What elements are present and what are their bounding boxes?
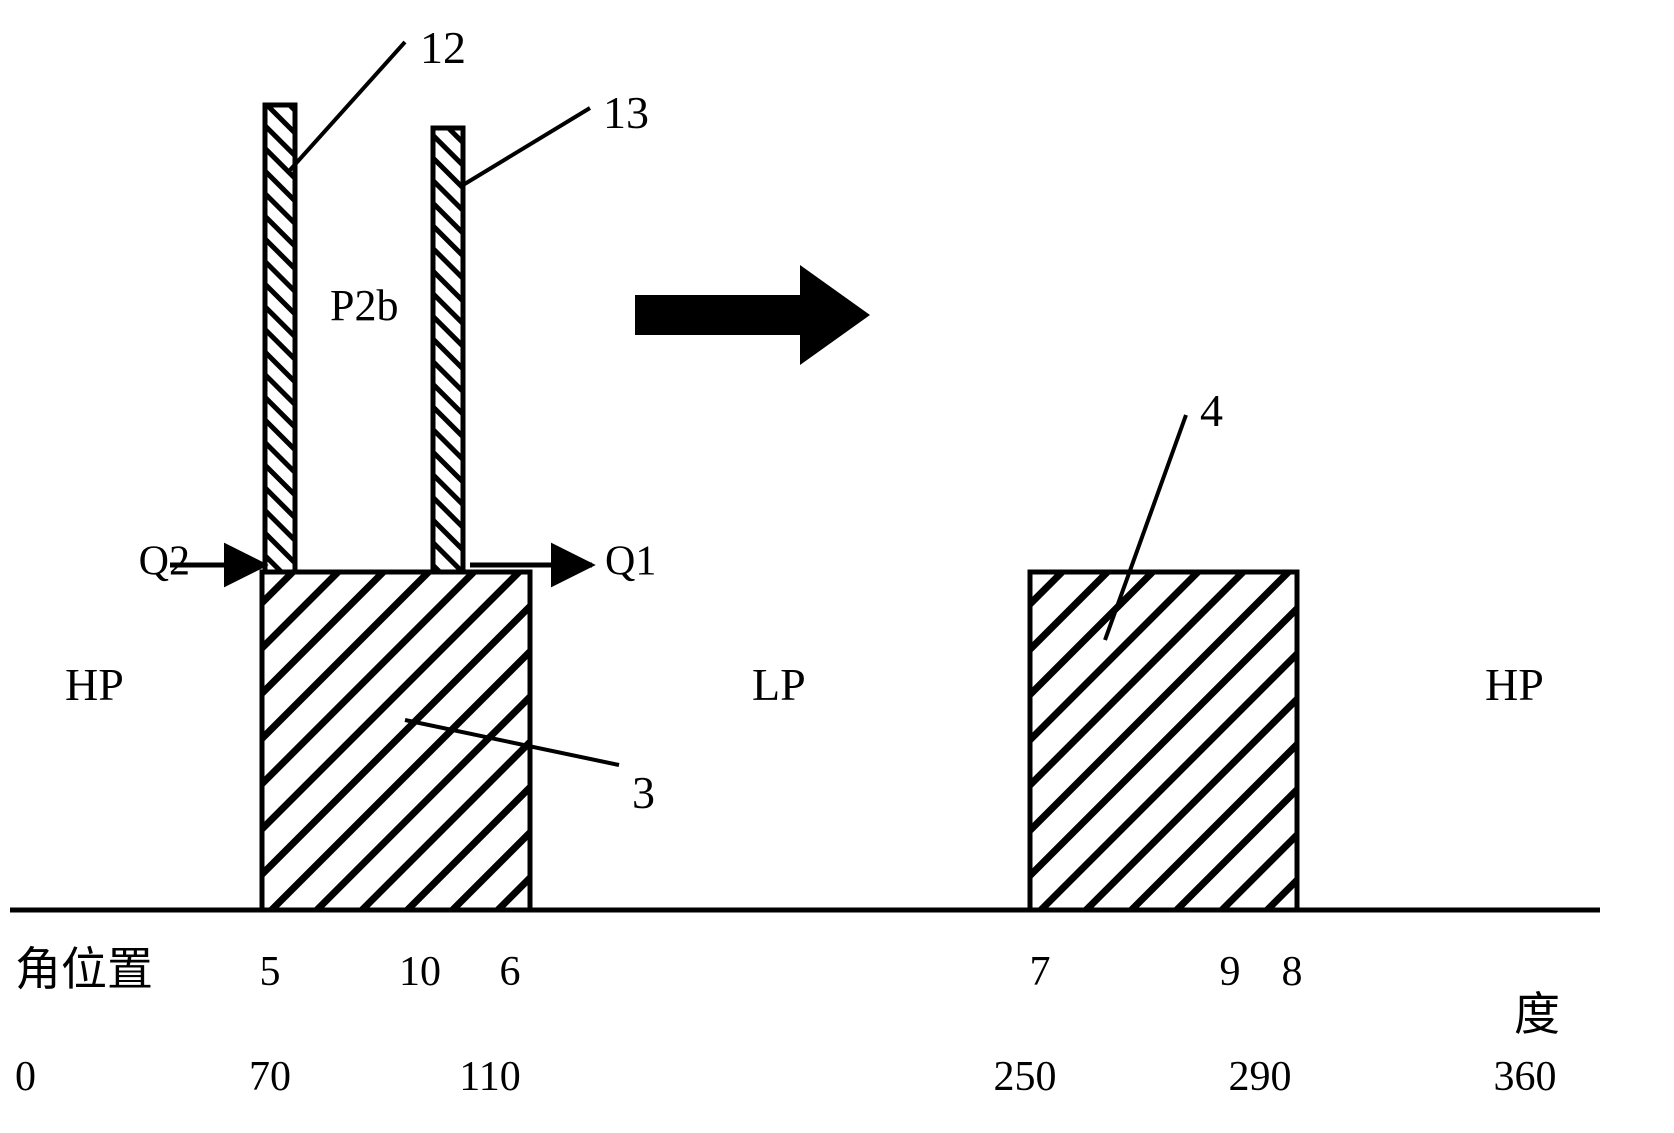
diagram-stage: Q2 Q1 3 4 12 13 HP LP HP P2b 角位置 5 10 6 7 98 0 70 110 250 2… [0,0,1674,1133]
axis-row2-title: 度 [1514,989,1560,1040]
vane13 [433,128,463,572]
callout-label-12: 12 [420,22,466,73]
axis-layer: 角位置 5 10 6 7 98 0 70 110 250 290 360 度 [10,910,1600,1100]
block4 [1030,572,1297,910]
direction-arrow [635,265,870,365]
axis-top-mark-2: 10 [399,949,441,995]
block3 [262,572,530,910]
diagram-svg: Q2 Q1 3 4 12 13 HP LP HP P2b 角位置 5 10 6 7 98 0 70 110 250 2… [0,0,1674,1133]
region-label-HP_left: HP [65,659,124,710]
callout-label-4: 4 [1200,385,1223,436]
callout-label-13: 13 [603,87,649,138]
center-label-p2b: P2b [330,281,398,330]
axis-bottom-mark-6: 290 [1229,1054,1292,1100]
axis-top-mark-4: 7 [1030,949,1051,995]
axis-bottom-mark-1: 70 [249,1054,291,1100]
callout-line-12 [290,42,405,170]
axis-bottom-mark-0: 0 [15,1054,36,1100]
vane12 [265,105,295,572]
axis-bottom-mark-7: 360 [1494,1054,1557,1100]
axis-top-mark-6: 8 [1282,949,1303,995]
axis-top-mark-5: 9 [1220,949,1241,995]
axis-row1-title: 角位置 [15,944,153,995]
axis-top-mark-1: 5 [260,949,281,995]
callout-label-3: 3 [632,767,655,818]
axis-top-mark-3: 6 [500,949,521,995]
shapes-layer [262,105,1297,910]
region-label-HP_right: HP [1485,659,1544,710]
axis-bottom-mark-4: 250 [994,1054,1057,1100]
q2-label: Q2 [139,539,190,585]
region-label-LP: LP [752,659,806,710]
callout-line-13 [463,108,590,185]
axis-bottom-mark-3: 110 [459,1054,520,1100]
q1-label: Q1 [605,539,656,585]
